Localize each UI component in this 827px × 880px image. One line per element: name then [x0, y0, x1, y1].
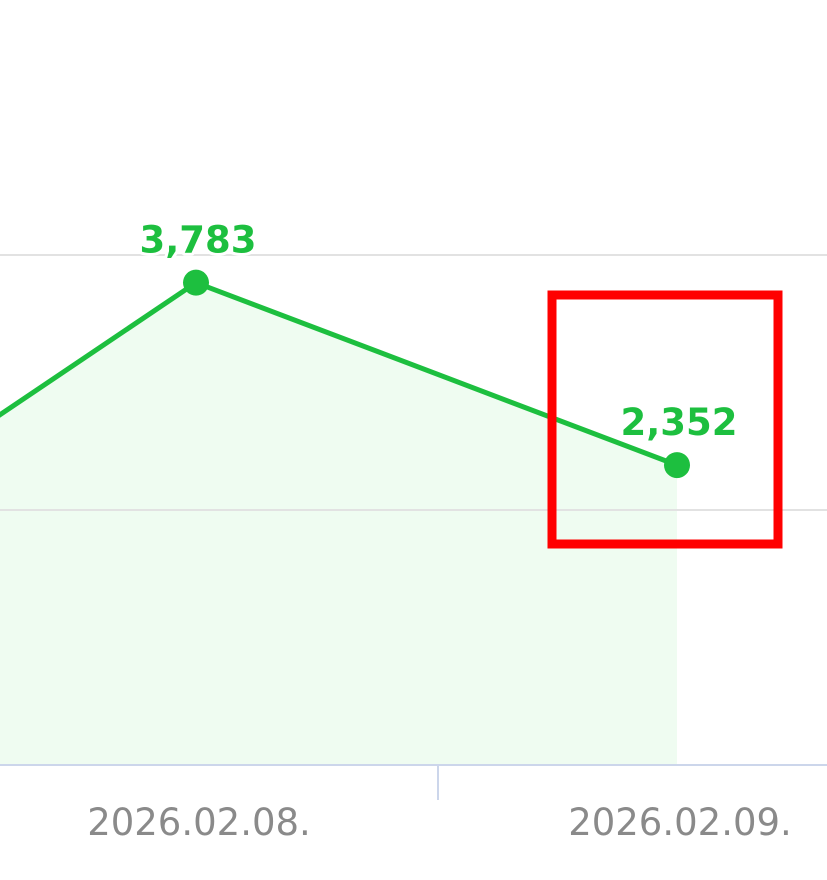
x-tick-label: 2026.02.09.: [568, 801, 792, 844]
data-point: [664, 452, 690, 479]
area-fill: [0, 282, 677, 765]
highlight-box: [547, 290, 783, 549]
data-label: 3,783: [139, 219, 256, 262]
x-tick-label: 2026.02.08.: [87, 801, 311, 844]
data-point: [183, 269, 209, 296]
data-label: 2,352: [620, 401, 737, 444]
